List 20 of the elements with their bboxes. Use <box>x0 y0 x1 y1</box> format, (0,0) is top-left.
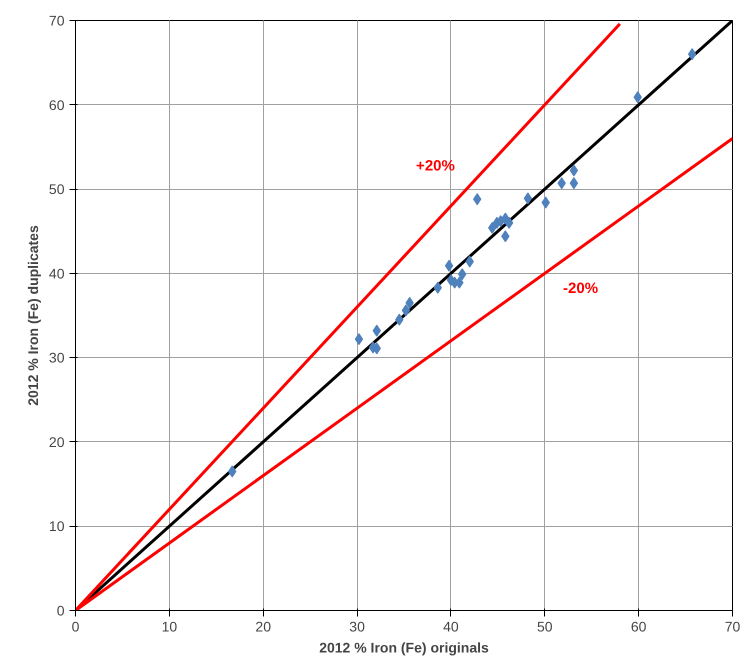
x-tick-label: 40 <box>443 618 459 634</box>
y-tick-label: 50 <box>48 181 65 198</box>
x-axis-title: 2012 % Iron (Fe) originals <box>319 640 490 656</box>
y-tick-label: 60 <box>48 96 65 113</box>
x-tick-label: 50 <box>537 618 553 634</box>
x-tick-label: 10 <box>162 618 178 634</box>
series-label: -20% <box>563 280 598 298</box>
y-tick-label: 70 <box>48 12 65 28</box>
y-tick-label: 40 <box>48 265 65 282</box>
x-tick-label: 0 <box>72 618 80 634</box>
x-tick-label: 20 <box>255 618 272 634</box>
y-tick-label: 0 <box>56 602 65 618</box>
y-tick-label: 20 <box>48 434 65 450</box>
y-axis-title: 2012 % Iron (Fe) duplicates <box>24 225 41 406</box>
series-label: +20% <box>416 158 455 175</box>
y-tick-label: 10 <box>48 518 65 534</box>
y-tick-label: 30 <box>48 350 65 366</box>
x-tick-label: 70 <box>724 618 740 634</box>
x-tick-label: 60 <box>630 618 647 634</box>
x-tick-label: 30 <box>349 618 366 634</box>
